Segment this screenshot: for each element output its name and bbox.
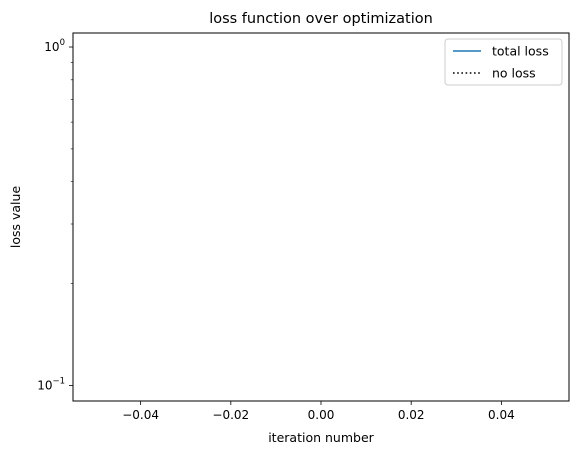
y-axis-label: loss value xyxy=(8,186,23,249)
y-tick-label-exponent: −1 xyxy=(52,377,65,387)
x-tick-label: 0.04 xyxy=(488,408,515,422)
x-tick-label: 0.02 xyxy=(398,408,425,422)
x-tick-label: −0.04 xyxy=(122,408,159,422)
y-tick-label-base: 10 xyxy=(44,40,59,54)
y-tick-label: 10−1 xyxy=(37,377,65,393)
plot-area xyxy=(72,32,570,402)
x-axis-label: iteration number xyxy=(268,430,374,445)
y-tick-label: 100 xyxy=(44,38,65,54)
x-axis-ticks: −0.04 −0.02 0.00 0.02 0.04 xyxy=(122,401,515,422)
legend-label-total-loss: total loss xyxy=(492,44,549,59)
legend-label-no-loss: no loss xyxy=(492,66,536,81)
y-tick-label-exponent: 0 xyxy=(60,38,65,48)
y-tick-label-base: 10 xyxy=(37,379,52,393)
x-tick-label: −0.02 xyxy=(212,408,249,422)
legend: total loss no loss xyxy=(444,38,563,86)
chart-title: loss function over optimization xyxy=(209,11,433,27)
x-tick-label: 0.00 xyxy=(308,408,335,422)
